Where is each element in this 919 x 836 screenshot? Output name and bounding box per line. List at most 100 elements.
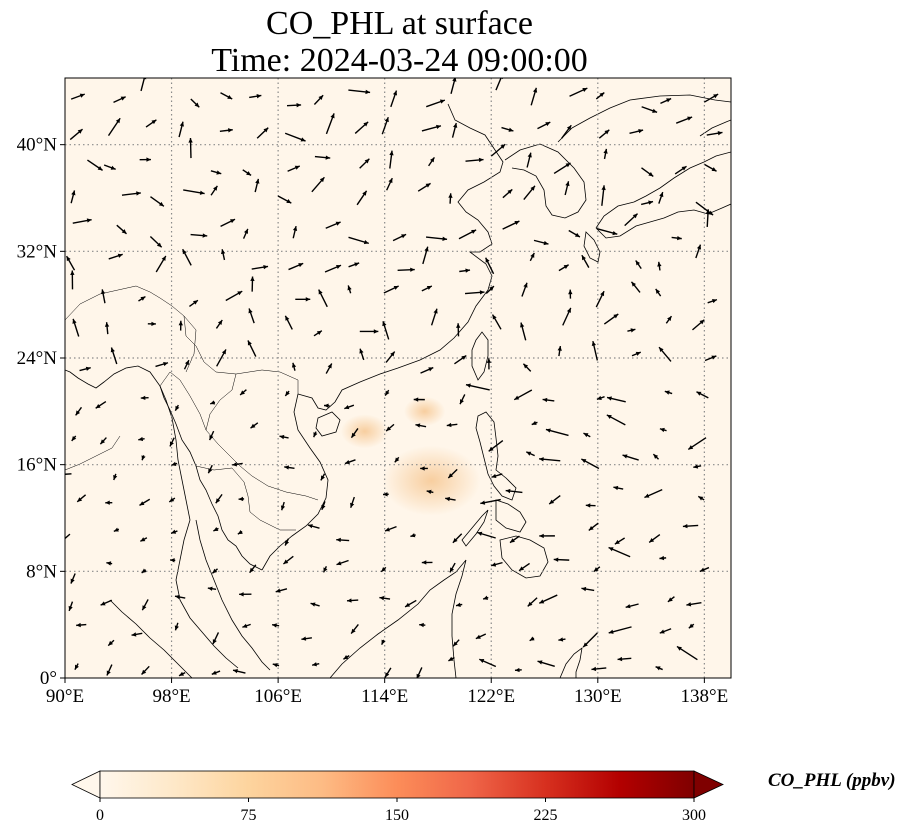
coastline-japan-kyushu <box>583 231 601 263</box>
wind-arrow <box>545 428 569 437</box>
wind-arrow <box>447 468 458 479</box>
wind-arrow <box>272 663 280 668</box>
wind-arrow <box>385 351 396 363</box>
wind-arrow <box>250 422 259 429</box>
concentration-plume <box>340 414 389 449</box>
wind-arrow <box>553 162 571 175</box>
wind-arrow <box>514 667 522 673</box>
wind-arrow <box>344 404 355 410</box>
wind-arrow <box>521 282 528 297</box>
map-frame <box>64 77 732 679</box>
y-tick-label: 16°N <box>17 455 58 476</box>
wind-arrow <box>667 596 675 603</box>
wind-arrow <box>382 321 390 340</box>
wind-arrow <box>629 129 644 135</box>
wind-arrow <box>529 252 535 262</box>
wind-arrow <box>354 121 369 134</box>
wind-arrow <box>295 297 311 302</box>
y-tick-label: 24°N <box>17 348 58 369</box>
wind-arrow <box>150 196 165 207</box>
wind-arrow <box>454 354 467 365</box>
wind-arrow <box>350 624 359 635</box>
wind-arrow <box>219 128 233 133</box>
wind-arrow <box>693 464 702 469</box>
wind-arrow <box>356 190 368 206</box>
wind-arrow <box>603 148 608 160</box>
wind-arrow <box>314 155 331 160</box>
coastline-mindanao <box>499 535 549 579</box>
wind-arrow <box>277 195 292 204</box>
wind-arrow <box>103 164 116 170</box>
wind-arrow <box>703 93 719 103</box>
wind-arrow <box>65 473 72 475</box>
x-tick-label: 122°E <box>467 686 515 707</box>
wind-arrow <box>659 628 672 634</box>
coastline-malay-peninsula <box>175 519 271 671</box>
wind-arrow <box>595 290 605 308</box>
wind-arrow <box>343 655 350 660</box>
wind-arrow <box>325 221 341 229</box>
wind-arrow <box>415 423 427 428</box>
wind-arrow <box>318 289 328 308</box>
wind-arrow <box>593 566 601 573</box>
x-tick-label: 114°E <box>361 686 408 707</box>
wind-arrow <box>583 432 591 438</box>
wind-arrow <box>428 157 435 167</box>
wind-arrow <box>106 561 113 566</box>
wind-arrow <box>485 285 495 294</box>
wind-arrow <box>530 87 538 106</box>
wind-arrow <box>113 473 118 481</box>
wind-arrow <box>107 117 121 136</box>
wind-arrow <box>675 116 693 124</box>
wind-arrow <box>660 97 672 105</box>
wind-arrow <box>394 456 400 463</box>
wind-arrow <box>208 430 215 441</box>
wind-arrow <box>641 200 654 206</box>
wind-arrow <box>502 220 520 230</box>
wind-arrow <box>695 244 702 259</box>
wind-arrow <box>390 90 398 108</box>
wind-arrow <box>348 262 360 268</box>
wind-arrow <box>336 537 350 543</box>
wind-arrow <box>383 285 399 294</box>
wind-arrow <box>464 290 485 295</box>
wind-arrow <box>627 328 636 333</box>
wind-arrow <box>74 663 79 671</box>
wind-arrow <box>348 89 371 95</box>
wind-arrow <box>452 533 463 544</box>
x-tick-label: 138°E <box>681 686 729 707</box>
colorbar-tick-label: 300 <box>682 807 706 824</box>
wind-arrow <box>287 165 301 172</box>
wind-arrow <box>284 315 293 330</box>
coastline-palawan <box>461 509 489 547</box>
wind-arrow <box>108 253 123 260</box>
wind-arrow <box>445 496 456 502</box>
wind-arrow <box>220 249 226 261</box>
wind-arrow <box>674 165 687 175</box>
wind-arrow <box>220 218 236 228</box>
wind-arrow <box>608 546 631 558</box>
wind-arrow <box>529 636 535 642</box>
wind-arrow <box>379 596 391 601</box>
wind-arrow <box>614 537 626 545</box>
wind-arrow <box>522 363 532 372</box>
wind-arrow <box>537 660 555 667</box>
wind-arrow <box>658 346 672 362</box>
wind-arrow <box>501 126 514 132</box>
wind-arrow <box>421 124 442 132</box>
wind-arrow <box>346 598 359 603</box>
wind-arrow <box>448 656 455 662</box>
colorbar-extend-low <box>71 770 101 799</box>
wind-arrow <box>505 488 523 494</box>
wind-arrow <box>359 348 365 361</box>
wind-arrow <box>325 113 335 135</box>
wind-arrow <box>284 538 290 546</box>
wind-arrow <box>178 671 186 677</box>
wind-arrow <box>448 193 453 204</box>
wind-arrow <box>449 562 456 573</box>
wind-arrow <box>311 176 325 193</box>
wind-arrow <box>139 537 148 542</box>
wind-arrow <box>70 270 75 290</box>
wind-arrow <box>213 526 219 532</box>
wind-arrow <box>138 295 146 302</box>
